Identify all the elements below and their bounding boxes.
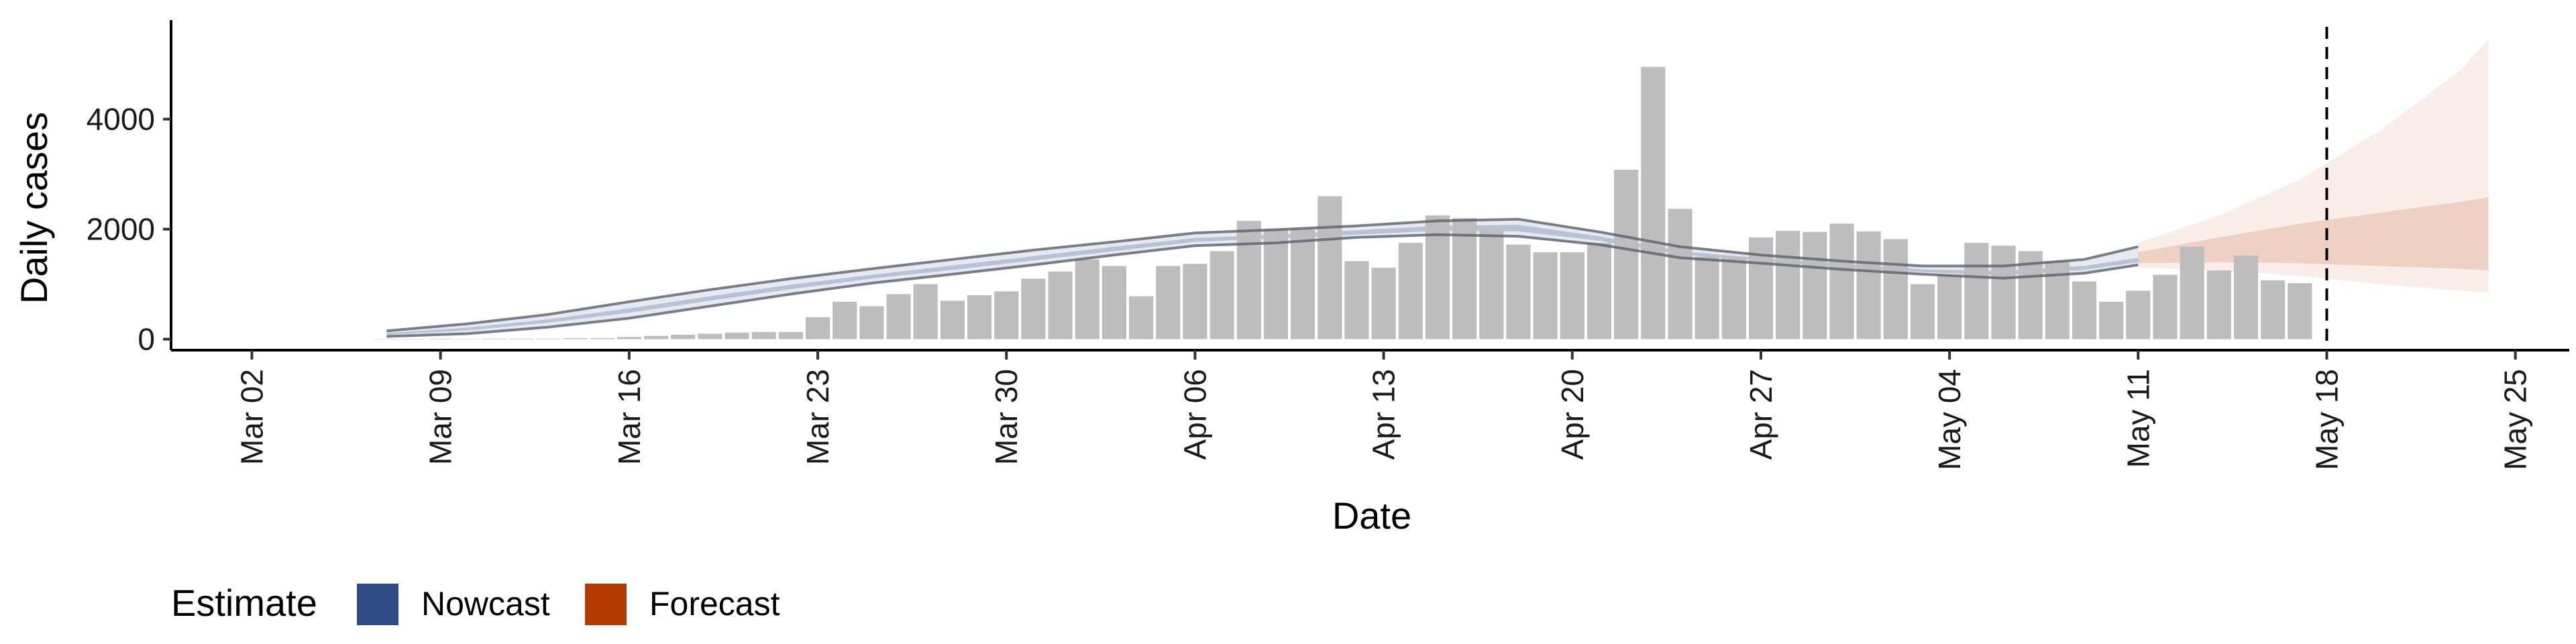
bar <box>1048 271 1073 339</box>
bar <box>2288 283 2312 339</box>
bar <box>2206 270 2231 339</box>
x-tick-label: Apr 20 <box>1555 369 1590 460</box>
bar <box>1210 251 1234 339</box>
bar <box>1776 231 1801 339</box>
bar <box>1129 296 1154 339</box>
bar <box>671 335 696 339</box>
legend-swatch-forecast <box>585 584 627 625</box>
bar <box>563 338 588 339</box>
x-tick-label: Apr 13 <box>1366 369 1401 460</box>
bar <box>1263 229 1288 339</box>
bar <box>1318 196 1342 339</box>
bar <box>1291 229 1316 339</box>
bar <box>1398 243 1423 339</box>
bar <box>1856 231 1881 339</box>
bar <box>1236 221 1261 339</box>
legend: Estimate Nowcast Forecast <box>171 582 780 625</box>
bar <box>1587 243 1612 339</box>
y-tick-label: 2000 <box>87 212 155 247</box>
bar <box>724 332 749 339</box>
x-tick-label: Mar 02 <box>235 369 270 465</box>
x-tick-label: Mar 30 <box>989 369 1024 465</box>
bar <box>859 306 884 339</box>
bar <box>806 317 830 339</box>
bar <box>1506 244 1531 339</box>
legend-swatch-nowcast <box>357 584 398 625</box>
bar <box>2018 251 2043 339</box>
bar <box>1560 252 1585 339</box>
x-tick-label: May 25 <box>2498 369 2533 470</box>
bar <box>1937 274 1962 339</box>
bar <box>833 301 857 339</box>
x-tick-label: Mar 16 <box>612 369 647 465</box>
x-tick-label: Mar 23 <box>800 369 835 465</box>
bar <box>2072 281 2097 339</box>
bar <box>1883 239 1908 339</box>
bar <box>1964 243 1989 339</box>
bar <box>644 335 669 339</box>
bar <box>590 338 614 339</box>
bar <box>1479 229 1504 339</box>
legend-title: Estimate <box>171 582 317 624</box>
x-axis-title: Date <box>1332 494 1411 537</box>
bar <box>1803 231 1827 339</box>
bar <box>940 301 965 339</box>
bar <box>2153 274 2178 339</box>
x-tick-label: May 04 <box>1932 369 1967 470</box>
bar <box>616 337 641 339</box>
bar <box>1156 266 1181 339</box>
y-tick-label: 0 <box>138 322 155 357</box>
bars-layer <box>374 66 2312 339</box>
bar <box>2261 280 2286 339</box>
nowcast-lower-line <box>386 233 2139 338</box>
bar <box>1533 252 1558 339</box>
bar <box>1695 256 1719 339</box>
bar <box>2045 261 2070 339</box>
legend-label-nowcast: Nowcast <box>421 585 550 623</box>
bar <box>1021 278 1046 339</box>
y-tick-label: 4000 <box>87 102 155 137</box>
bar <box>2233 256 2259 339</box>
bar <box>2126 290 2151 339</box>
nowcast-upper-line <box>386 217 2139 333</box>
bar <box>1829 223 1854 339</box>
bar <box>2180 246 2204 339</box>
x-tick-label: Apr 06 <box>1177 369 1212 460</box>
bar <box>1668 209 1693 339</box>
bar <box>1102 266 1126 339</box>
forecast-outer-band <box>2138 39 2489 292</box>
bar <box>1641 66 1666 339</box>
bar <box>1075 259 1099 339</box>
bar <box>1452 218 1477 339</box>
y-axis-title: Daily cases <box>13 112 55 304</box>
forecast-inner-band <box>2138 197 2489 271</box>
x-tick-label: Mar 09 <box>423 369 458 465</box>
bar <box>1371 268 1396 339</box>
bar <box>1721 256 1746 339</box>
bar <box>967 295 992 339</box>
x-tick-label: May 11 <box>2121 369 2155 468</box>
bar <box>1614 170 1639 339</box>
y-axis-ticks: 0 2000 4000 <box>87 102 171 357</box>
bar <box>886 294 911 339</box>
bar <box>1991 246 2016 339</box>
bar <box>1183 264 1208 339</box>
band-outlines-layer <box>386 217 2139 338</box>
bar <box>913 284 938 339</box>
x-axis-ticks: Mar 02 Mar 09 Mar 16 Mar 23 Mar 30 Apr 06 Apr … <box>235 350 2533 470</box>
bar <box>698 333 722 339</box>
x-tick-label: May 18 <box>2309 369 2344 470</box>
x-tick-label: Apr 27 <box>1743 369 1778 460</box>
bar <box>778 331 803 339</box>
bar <box>1910 284 1935 339</box>
bar <box>994 291 1019 339</box>
bar <box>751 331 776 339</box>
bar <box>2099 301 2124 339</box>
bar <box>1344 261 1369 339</box>
bar <box>1748 237 1774 339</box>
legend-label-forecast: Forecast <box>649 585 780 623</box>
